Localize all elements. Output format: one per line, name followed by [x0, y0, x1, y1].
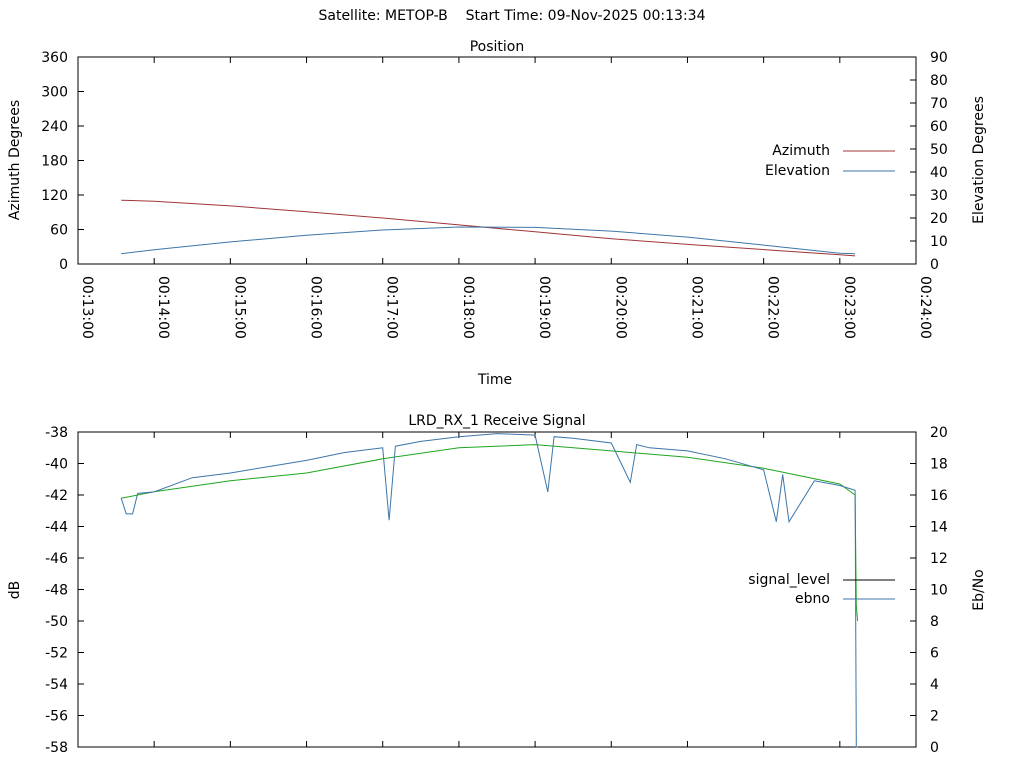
chart1-xtick-label: 00:17:00 [384, 276, 400, 339]
legend-azimuth-label: Azimuth [772, 143, 830, 159]
chart2-y2tick-label: 14 [930, 520, 948, 536]
chart1-xtick-label: 00:14:00 [155, 276, 171, 339]
chart2-ytick-label: -54 [45, 677, 68, 693]
chart1-xtick-label: 00:20:00 [612, 276, 628, 339]
position-chart: Position 0 60 120 180 240 300 360 0 10 20 30 40 50 60… [7, 39, 987, 388]
chart1-ytick-label: 300 [41, 85, 68, 101]
chart1-xtick-label: 00:23:00 [841, 276, 857, 339]
chart1-y2tick-label: 50 [930, 142, 948, 158]
chart2-ytick-label: -42 [45, 488, 68, 504]
chart1-xtick-label: 00:21:00 [688, 276, 704, 339]
chart2-y2tick-label: 16 [930, 488, 948, 504]
chart1-xtick-label: 00:15:00 [231, 276, 247, 339]
receive-signal-chart: LRD_RX_1 Receive Signal -58 -56 -54 -52 -50 -… [7, 413, 987, 756]
chart1-ytick-label: 180 [41, 154, 68, 170]
chart1-xtick-label: 00:24:00 [917, 276, 933, 339]
chart2-y2tick-label: 2 [930, 709, 939, 725]
chart1-y2tick-label: 20 [930, 211, 948, 227]
chart1-y2tick-label: 40 [930, 165, 948, 181]
series-azimuth-line [121, 199, 856, 257]
chart1-xtick-label: 00:22:00 [765, 276, 781, 339]
chart2-legend: signal_level ebno [748, 572, 895, 607]
series-ebno-line [120, 433, 858, 748]
chart2-y2tick-label: 0 [930, 740, 939, 756]
chart2-ytick-label: -44 [45, 520, 68, 536]
chart2-title: LRD_RX_1 Receive Signal [408, 413, 585, 429]
legend-ebno-label: ebno [795, 591, 830, 607]
chart2-ytick-label: -40 [45, 457, 68, 473]
chart2-y2tick-label: 4 [930, 677, 939, 693]
chart1-xtick-label: 00:16:00 [308, 276, 324, 339]
chart2-ytick-label: -56 [45, 709, 68, 725]
chart1-xtick-label: 00:18:00 [460, 276, 476, 339]
start-time-label: Start Time: 09-Nov-2025 00:13:34 [465, 8, 706, 24]
chart1-y2tick-label: 30 [930, 188, 948, 204]
chart1-ylabel: Azimuth Degrees [7, 100, 23, 220]
chart1-xtick-label: 00:19:00 [536, 276, 552, 339]
chart2-ytick-label: -52 [45, 646, 68, 662]
chart1-y2tick-label: 0 [930, 257, 939, 273]
chart2-ytick-label: -50 [45, 614, 68, 630]
chart2-ytick-label: -48 [45, 583, 68, 599]
satellite-label: Satellite: METOP-B [318, 8, 448, 24]
chart2-y2tick-label: 10 [930, 583, 948, 599]
chart1-y2tick-label: 10 [930, 234, 948, 250]
chart1-ytick-label: 240 [41, 119, 68, 135]
chart1-xlabel: Time [477, 372, 512, 388]
chart1-ytick-label: 0 [59, 257, 68, 273]
chart2-y2label: Eb/No [971, 569, 987, 611]
chart1-y2tick-label: 70 [930, 96, 948, 112]
chart2-ylabel: dB [7, 581, 23, 600]
chart2-y2tick-label: 6 [930, 646, 939, 662]
chart2-ytick-label: -46 [45, 551, 68, 567]
chart1-ytick-label: 120 [41, 188, 68, 204]
chart1-ytick-label: 60 [50, 223, 68, 239]
series-signal-level-line [121, 444, 859, 622]
chart1-y2label: Elevation Degrees [971, 96, 987, 224]
main-title: Satellite: METOP-B Start Time: 09-Nov-20… [0, 8, 1024, 24]
chart2-ytick-label: -38 [45, 425, 68, 441]
chart2-ytick-label: -58 [45, 740, 68, 756]
chart2-y2tick-label: 20 [930, 425, 948, 441]
legend-signal-level-label: signal_level [748, 572, 830, 588]
chart1-plot-area [77, 56, 917, 265]
chart1-ytick-label: 360 [41, 50, 68, 66]
chart2-y2tick-label: 18 [930, 457, 948, 473]
legend-elevation-label: Elevation [765, 163, 830, 179]
chart1-xtick-label: 00:13:00 [79, 276, 95, 339]
chart2-y2tick-label: 12 [930, 551, 948, 567]
chart1-y2tick-label: 90 [930, 50, 948, 66]
chart1-title: Position [470, 39, 525, 55]
chart2-plot-area [77, 431, 917, 748]
series-elevation-line [121, 226, 856, 255]
chart2-y2tick-label: 8 [930, 614, 939, 630]
chart1-legend: Azimuth Elevation [765, 143, 895, 179]
chart1-y2tick-label: 60 [930, 119, 948, 135]
chart1-y2tick-label: 80 [930, 73, 948, 89]
